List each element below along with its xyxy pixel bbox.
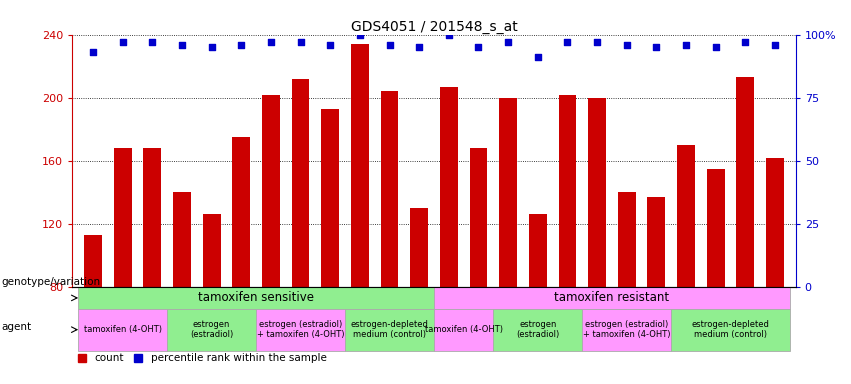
Point [739,39,752,45]
Bar [706,169,724,287]
Text: agent: agent [2,322,31,332]
Text: tamoxifen sensitive: tamoxifen sensitive [198,291,314,305]
Point [620,41,633,48]
Bar [256,309,345,351]
Text: estrogen
(estradiol): estrogen (estradiol) [190,320,233,339]
Text: tamoxifen resistant: tamoxifen resistant [554,291,670,305]
Bar [351,44,368,287]
Text: estrogen-depleted
medium (control): estrogen-depleted medium (control) [351,320,429,339]
Text: genotype/variation: genotype/variation [2,277,100,287]
Bar [494,309,582,351]
Point [383,41,397,48]
Point [413,44,426,50]
Bar [380,91,398,287]
Bar [410,208,428,287]
Bar [766,158,784,287]
Bar [203,215,220,287]
Text: tamoxifen (4-OHT): tamoxifen (4-OHT) [83,325,162,334]
Bar [528,215,546,287]
Point [679,41,693,48]
Point [531,54,545,60]
Text: estrogen
(estradiol): estrogen (estradiol) [517,320,559,339]
Bar [582,309,671,351]
Bar [618,192,636,287]
Point [323,41,337,48]
Point [649,44,663,50]
Bar [232,137,250,287]
Point [709,44,722,50]
Bar [588,98,606,287]
Point [294,39,307,45]
Bar [114,148,132,287]
Bar [671,309,790,351]
Point [146,39,159,45]
Text: estrogen (estradiol)
+ tamoxifen (4-OHT): estrogen (estradiol) + tamoxifen (4-OHT) [583,320,671,339]
Legend: count, percentile rank within the sample: count, percentile rank within the sample [77,353,327,363]
Point [561,39,574,45]
Bar [345,309,434,351]
Bar [434,309,494,351]
Point [86,49,100,55]
Bar [173,192,191,287]
Bar [78,309,167,351]
Bar [167,309,256,351]
Bar [262,94,280,287]
Bar [84,235,102,287]
Bar [500,98,517,287]
Point [175,41,189,48]
Point [353,31,367,38]
Bar [470,148,488,287]
Bar [292,79,310,287]
Text: tamoxifen (4-OHT): tamoxifen (4-OHT) [425,325,503,334]
Bar [736,77,754,287]
Point [768,41,782,48]
Bar [434,287,790,309]
Point [235,41,248,48]
Point [471,44,485,50]
Bar [78,287,434,309]
Point [501,39,515,45]
Point [591,39,604,45]
Point [264,39,277,45]
Point [442,31,455,38]
Bar [677,145,695,287]
Bar [144,148,162,287]
Text: estrogen-depleted
medium (control): estrogen-depleted medium (control) [692,320,769,339]
Point [205,44,219,50]
Bar [440,87,458,287]
Title: GDS4051 / 201548_s_at: GDS4051 / 201548_s_at [351,20,517,33]
Bar [648,197,665,287]
Bar [322,109,340,287]
Point [116,39,129,45]
Bar [558,94,576,287]
Text: estrogen (estradiol)
+ tamoxifen (4-OHT): estrogen (estradiol) + tamoxifen (4-OHT) [257,320,345,339]
